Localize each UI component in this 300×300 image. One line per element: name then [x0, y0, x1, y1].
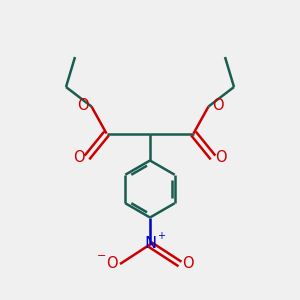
Text: N: N — [144, 236, 156, 251]
Text: +: + — [158, 231, 165, 241]
Text: −: − — [97, 251, 107, 262]
Text: O: O — [73, 150, 84, 165]
Text: O: O — [212, 98, 223, 112]
Text: O: O — [216, 150, 227, 165]
Text: O: O — [77, 98, 88, 112]
Text: O: O — [183, 256, 194, 271]
Text: O: O — [106, 256, 117, 271]
